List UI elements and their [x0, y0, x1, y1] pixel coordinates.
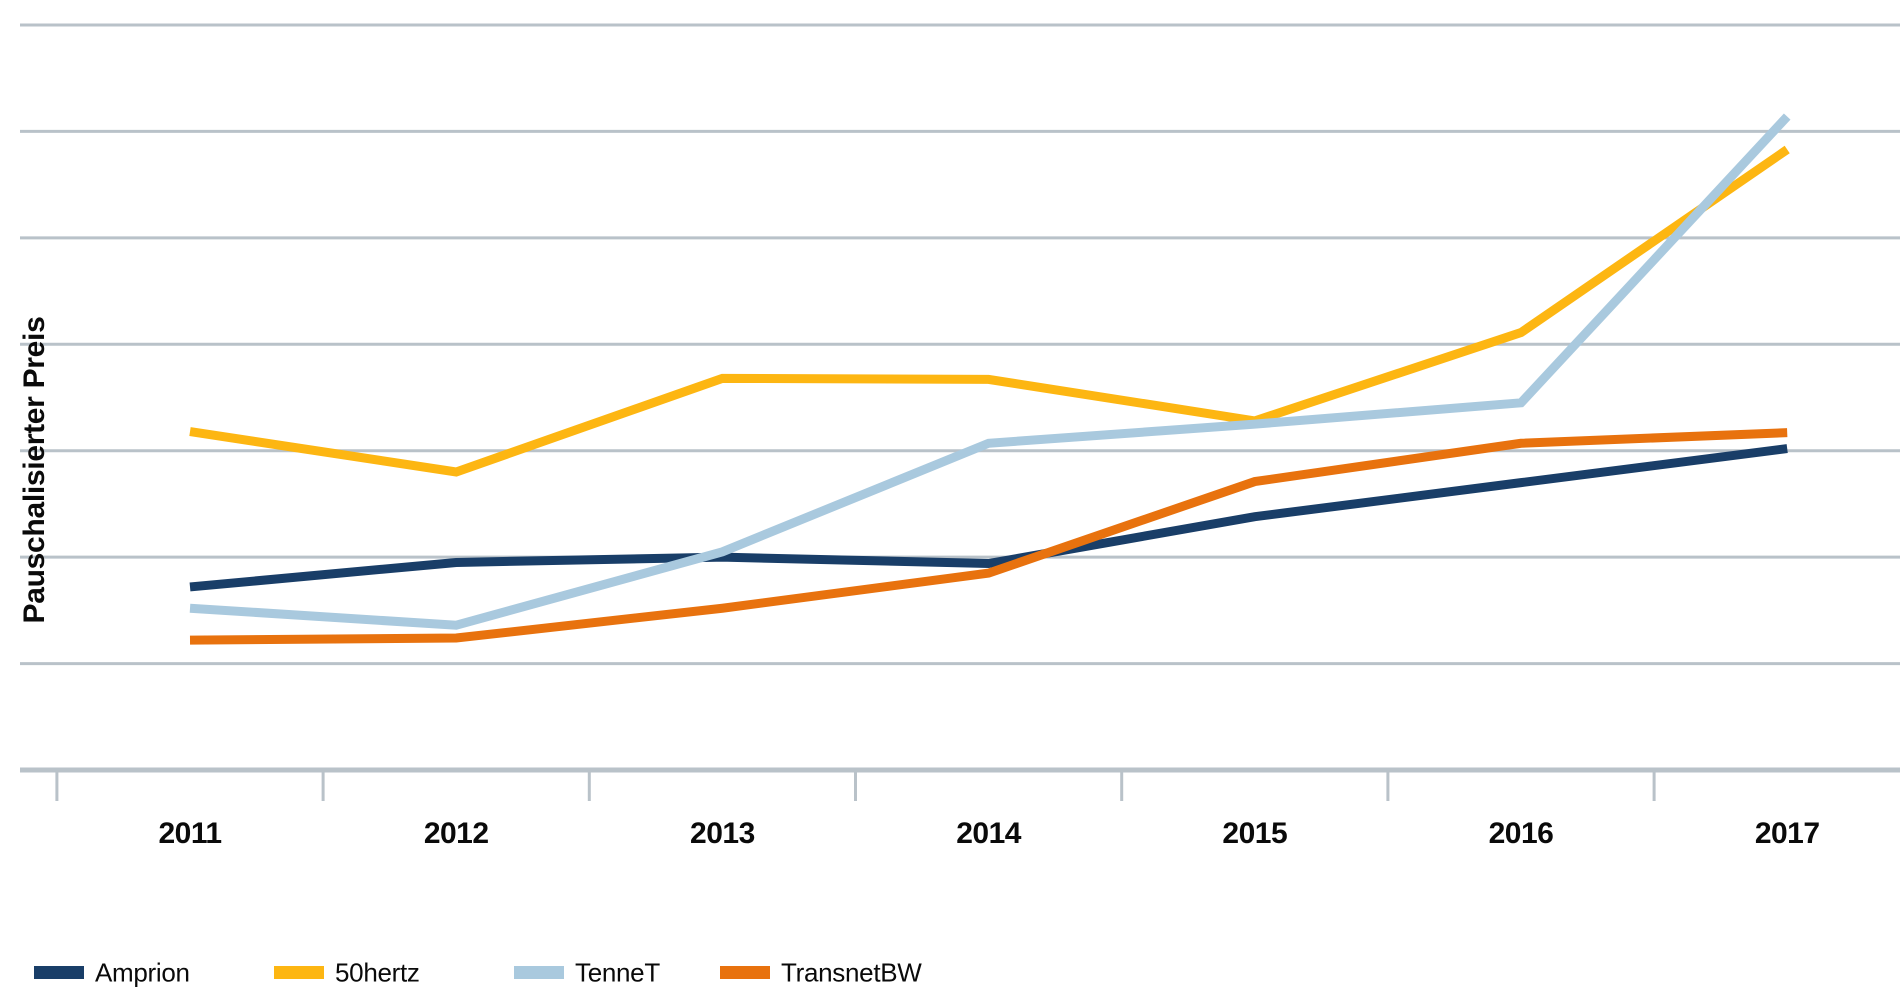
legend-label-transnetbw: TransnetBW	[781, 958, 922, 988]
x-axis-label-2014: 2014	[956, 817, 1022, 850]
legend-swatch-tennet	[514, 966, 564, 979]
x-axis-label-2016: 2016	[1489, 817, 1554, 850]
horizontal-gridlines	[20, 23, 1900, 666]
y-axis-title: Pauschalisierter Preis	[18, 317, 51, 624]
series-line-50hertz	[189, 145, 1790, 477]
data-series-lines	[189, 113, 1791, 645]
legend-label-50hertz: 50hertz	[335, 958, 420, 988]
series-line-amprion	[189, 444, 1788, 592]
legend-swatch-transnetbw	[720, 966, 770, 979]
x-axis-ticks	[55, 770, 1656, 801]
series-line-transnetbw	[189, 428, 1788, 645]
legend-item-amprion: Amprion	[34, 958, 190, 988]
x-axis-label-2017: 2017	[1755, 817, 1820, 850]
legend-swatch-50hertz	[274, 966, 324, 979]
x-axis-labels: 2011 2012 2013 2014 2015 2016 2017	[158, 817, 1820, 850]
legend-item-transnetbw: TransnetBW	[720, 958, 923, 988]
legend-label-amprion: Amprion	[95, 958, 190, 988]
x-axis-label-2012: 2012	[424, 817, 489, 850]
x-axis-label-2013: 2013	[690, 817, 755, 850]
chart-legend: Amprion 50hertz TenneT TransnetBW	[34, 958, 923, 988]
legend-swatch-amprion	[34, 966, 84, 979]
x-axis-label-2015: 2015	[1222, 817, 1287, 850]
x-axis-label-2011: 2011	[158, 817, 221, 850]
legend-label-tennet: TenneT	[575, 958, 660, 988]
series-line-tennet	[189, 113, 1791, 630]
legend-item-tennet: TenneT	[514, 958, 661, 988]
legend-item-50hertz: 50hertz	[274, 958, 420, 988]
